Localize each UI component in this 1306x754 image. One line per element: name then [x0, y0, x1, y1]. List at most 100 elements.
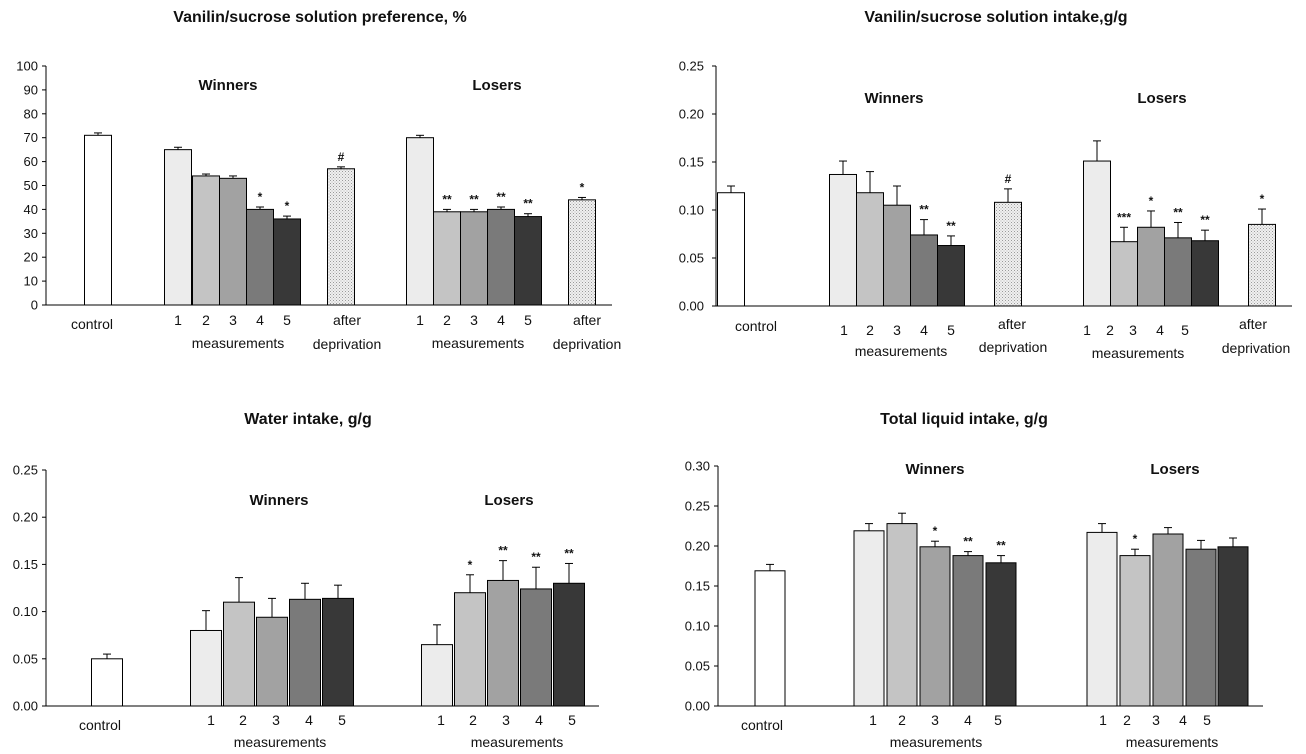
bar-losers-4	[487, 208, 515, 306]
x-label: 2	[239, 712, 247, 728]
x-label: control	[71, 316, 113, 332]
x-label: 3	[1129, 322, 1137, 338]
chart-panel-4: Total liquid intake, g/g 0.00 0.05 0.10 0.15…	[685, 411, 1263, 750]
y-tick-label: 0.10	[13, 604, 38, 619]
x-label: 4	[256, 312, 264, 328]
group-label-losers: Losers	[1150, 461, 1199, 478]
bar-winners-1	[190, 629, 222, 707]
x-label: 5	[994, 712, 1002, 728]
bar-losers-4	[1164, 237, 1192, 307]
y-tick-label: 0.10	[685, 619, 710, 634]
significance-marker: **	[946, 219, 956, 233]
bar-winners-3	[256, 616, 288, 707]
y-tick-label: 0.25	[685, 499, 710, 514]
x-label: 1	[207, 712, 215, 728]
y-tick-label: 0.00	[13, 699, 38, 714]
bar-winners-3	[219, 177, 247, 306]
x-label: deprivation	[1222, 340, 1291, 356]
x-label: 3	[1152, 712, 1160, 728]
x-label: measurements	[1092, 345, 1185, 361]
x-label: 2	[1123, 712, 1131, 728]
chart-title: Vanilin/sucrose solution preference, %	[173, 9, 466, 26]
y-tick-label: 0.25	[679, 59, 704, 74]
bar-winners-5	[937, 245, 965, 307]
x-label: 5	[283, 312, 291, 328]
bar-winners-5	[985, 562, 1017, 707]
significance-marker: **	[531, 550, 541, 564]
x-label: 5	[947, 322, 955, 338]
x-label: measurements	[471, 734, 564, 750]
y-tick-label: 0.15	[685, 579, 710, 594]
significance-marker: **	[919, 203, 929, 217]
x-label: 1	[869, 712, 877, 728]
x-label: 2	[443, 312, 451, 328]
y-tick-label: 10	[24, 274, 38, 289]
x-label: 2	[866, 322, 874, 338]
significance-marker: **	[496, 190, 506, 204]
x-label: 3	[893, 322, 901, 338]
bar-losers-2	[454, 592, 486, 707]
bar-losers-1	[406, 137, 434, 306]
chart-title: Vanilin/sucrose solution intake,g/g	[864, 9, 1127, 26]
y-tick-label: 0.05	[679, 251, 704, 266]
y-tick-label: 80	[24, 106, 38, 121]
y-tick-label: 90	[24, 82, 38, 97]
bar-control-control	[91, 658, 123, 707]
x-label: 3	[931, 712, 939, 728]
x-label: 5	[568, 712, 576, 728]
significance-marker: *	[933, 524, 938, 538]
bar-winners-3	[919, 546, 951, 707]
x-label: control	[735, 318, 777, 334]
bar-losers-5	[553, 582, 585, 707]
x-label: control	[79, 717, 121, 733]
bar-winners-4	[289, 598, 321, 707]
y-tick-label: 0.00	[685, 699, 710, 714]
significance-marker: **	[996, 539, 1006, 553]
significance-marker: **	[1200, 213, 1210, 227]
chart-panel-2: Vanilin/sucrose solution intake,g/g 0.00 0…	[679, 9, 1292, 361]
significance-marker: *	[468, 558, 473, 572]
x-label: 3	[272, 712, 280, 728]
bar-losers-4	[520, 588, 552, 707]
significance-marker: #	[1005, 172, 1012, 186]
bar-winners-after-deprivation	[994, 201, 1022, 307]
bar-winners-1	[853, 530, 885, 707]
bar-winners-1	[164, 149, 192, 306]
x-label: 1	[437, 712, 445, 728]
y-tick-label: 0.05	[13, 651, 38, 666]
x-label: 1	[416, 312, 424, 328]
chart-title: Water intake, g/g	[244, 411, 371, 428]
bar-losers-5	[514, 216, 542, 306]
bar-winners-2	[856, 192, 884, 307]
bar-winners-after-deprivation	[327, 168, 355, 306]
bar-losers-1	[421, 644, 453, 707]
x-label: 3	[229, 312, 237, 328]
x-label: 4	[920, 322, 928, 338]
x-label: 1	[174, 312, 182, 328]
chart-panel-3: Water intake, g/g 0.00 0.05 0.10 0.15 0.20 0.2…	[13, 411, 599, 750]
y-tick-label: 70	[24, 130, 38, 145]
group-label-losers: Losers	[472, 77, 521, 94]
x-label: control	[741, 717, 783, 733]
x-label: 3	[502, 712, 510, 728]
x-label: 1	[1083, 322, 1091, 338]
y-tick-label: 0.20	[13, 510, 38, 525]
x-label: 5	[338, 712, 346, 728]
bar-winners-2	[223, 601, 255, 707]
bar-losers-2	[1119, 555, 1151, 707]
bar-losers-5	[1217, 546, 1249, 707]
bar-winners-2	[886, 523, 918, 707]
bar-control-control	[717, 192, 745, 307]
bar-losers-after-deprivation	[568, 199, 596, 306]
group-label-losers: Losers	[484, 492, 533, 509]
x-label: measurements	[1126, 734, 1219, 750]
x-label: 1	[840, 322, 848, 338]
group-label-winners: Winners	[198, 77, 257, 94]
x-label: 1	[1099, 712, 1107, 728]
x-label: measurements	[234, 734, 327, 750]
significance-marker: *	[285, 199, 290, 213]
y-tick-label: 0.25	[13, 463, 38, 478]
significance-marker: #	[338, 150, 345, 164]
bar-losers-3	[460, 211, 488, 306]
